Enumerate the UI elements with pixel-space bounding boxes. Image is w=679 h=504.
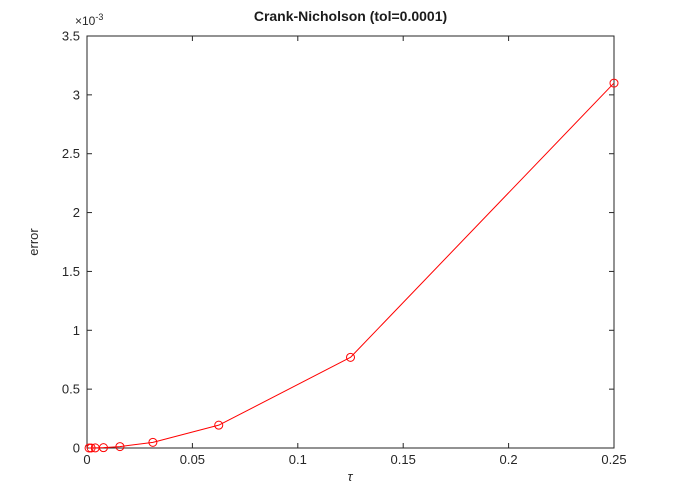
y-axis-exponent-base: ×10 [75, 14, 96, 28]
data-point-marker [609, 78, 619, 88]
data-point-marker [98, 443, 108, 453]
data-point-marker [86, 443, 96, 453]
data-point-marker [115, 442, 125, 452]
x-tick-label: 0.15 [391, 452, 416, 467]
x-tick-label: 0.1 [289, 452, 307, 467]
y-tick-label: 3 [73, 87, 80, 102]
x-axis-label: τ [348, 469, 354, 484]
x-tick-label: 0 [83, 452, 90, 467]
x-tick-label: 0.2 [500, 452, 518, 467]
chart-title: Crank-Nicholson (tol=0.0001) [253, 8, 448, 24]
y-axis-label: error [26, 228, 41, 256]
x-tick-label: 0.05 [180, 452, 205, 467]
y-tick-label: 2.5 [62, 146, 80, 161]
plot-render-group: 0 0.05 0.1 0.15 0.2 0.25 0 0.5 1 1.5 2 2.5 3 3.5 [62, 29, 627, 468]
y-tick-label: 3.5 [62, 29, 80, 44]
series-line [89, 82, 615, 449]
y-tick-label: 0.5 [62, 382, 80, 397]
data-point-marker [148, 437, 158, 447]
data-point-marker [214, 420, 224, 430]
y-tick-label: 1.5 [62, 264, 80, 279]
y-tick-label: 2 [73, 205, 80, 220]
x-tick-label: 0.25 [601, 452, 626, 467]
y-tick-label: 0 [73, 441, 80, 456]
y-axis-exponent: ×10-3 [75, 12, 104, 29]
y-tick-label: 1 [73, 323, 80, 338]
axes-box [86, 35, 615, 449]
y-axis-exponent-power: -3 [95, 12, 104, 22]
data-point-marker [346, 352, 355, 362]
